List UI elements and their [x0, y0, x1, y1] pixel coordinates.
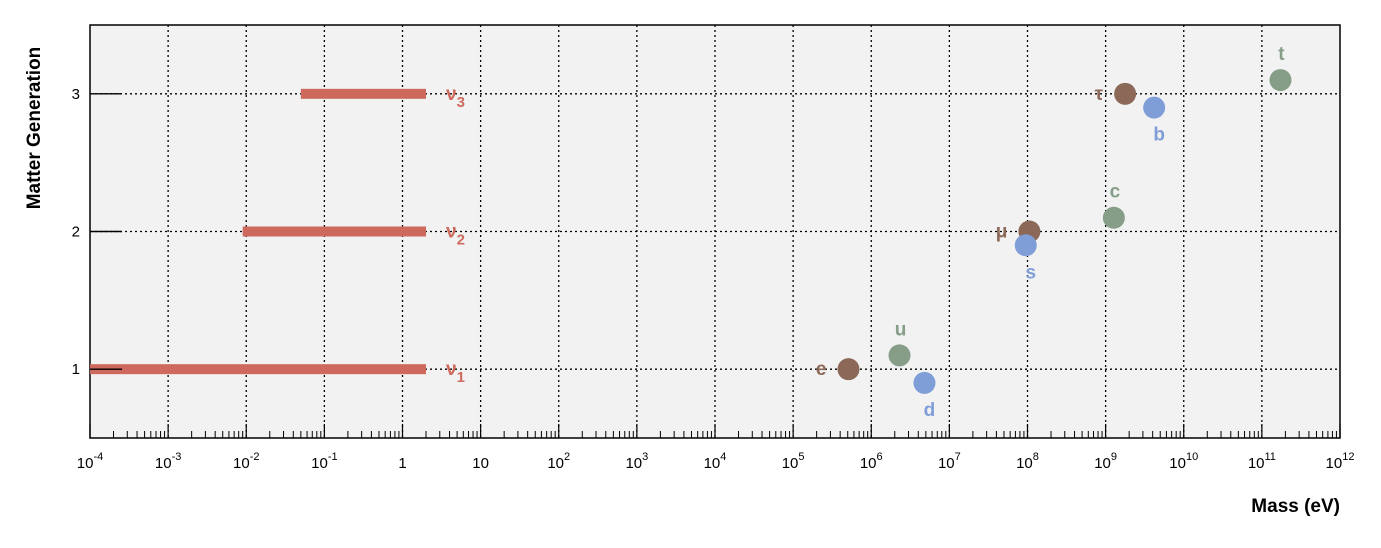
- neutrino-bar: [90, 364, 427, 375]
- particle-label: t: [1278, 44, 1285, 65]
- particle-point: [1269, 69, 1292, 92]
- neutrino-label: ν2: [446, 222, 465, 249]
- x-tick-label: 10-1: [311, 451, 337, 472]
- x-tick-label: 10-2: [233, 451, 259, 472]
- y-tick-label: 3: [72, 86, 80, 103]
- particle-point: [1143, 96, 1166, 119]
- particle-points: e μ τ u c t d s b: [816, 44, 1292, 421]
- particle-label: u: [895, 319, 907, 340]
- x-tick-label: 10-3: [155, 451, 181, 472]
- particle-label: μ: [996, 222, 1008, 243]
- particle-point: [1102, 206, 1125, 229]
- particle-point: [837, 358, 860, 381]
- neutrino-label: ν3: [446, 84, 465, 111]
- axes: 10-4 10-3 10-2 10-1 1 10 102 103 104 105 106 107 108…: [72, 86, 1355, 472]
- x-tick-label: 1011: [1248, 451, 1276, 472]
- y-tick-label: 2: [72, 224, 80, 241]
- x-tick-label: 10-4: [77, 451, 103, 472]
- x-tick-label: 106: [860, 451, 883, 472]
- particle-point: [913, 371, 936, 394]
- x-tick-label: 1: [398, 455, 406, 472]
- particle-label: c: [1110, 182, 1121, 203]
- x-tick-label: 105: [782, 451, 805, 472]
- particle-label: e: [816, 359, 827, 380]
- particle-point: [1114, 82, 1137, 105]
- neutrino-label: ν1: [446, 359, 465, 386]
- y-tick-label: 1: [72, 361, 80, 378]
- x-tick-label: 104: [704, 451, 727, 472]
- y-axis-title: Matter Generation: [24, 47, 45, 210]
- x-tick-label: 108: [1016, 451, 1039, 472]
- x-tick-label: 109: [1094, 451, 1117, 472]
- particle-point: [888, 344, 911, 367]
- x-tick-label: 107: [938, 451, 961, 472]
- x-tick-label: 102: [547, 451, 570, 472]
- particle-label: τ: [1095, 84, 1104, 105]
- particle-point: [1014, 234, 1037, 257]
- neutrino-bar: [242, 226, 427, 237]
- particle-label: b: [1153, 125, 1165, 146]
- x-tick-label: 1010: [1169, 451, 1198, 472]
- x-tick-label: 10: [472, 455, 489, 472]
- neutrino-bar: [300, 88, 427, 99]
- x-tick-label: 1012: [1326, 451, 1355, 472]
- particle-label: d: [924, 400, 936, 421]
- neutrino-bars: ν1 ν2 ν3: [90, 84, 465, 386]
- x-axis-title: Mass (eV): [1251, 496, 1340, 517]
- particle-label: s: [1025, 262, 1036, 283]
- x-tick-label: 103: [625, 451, 648, 472]
